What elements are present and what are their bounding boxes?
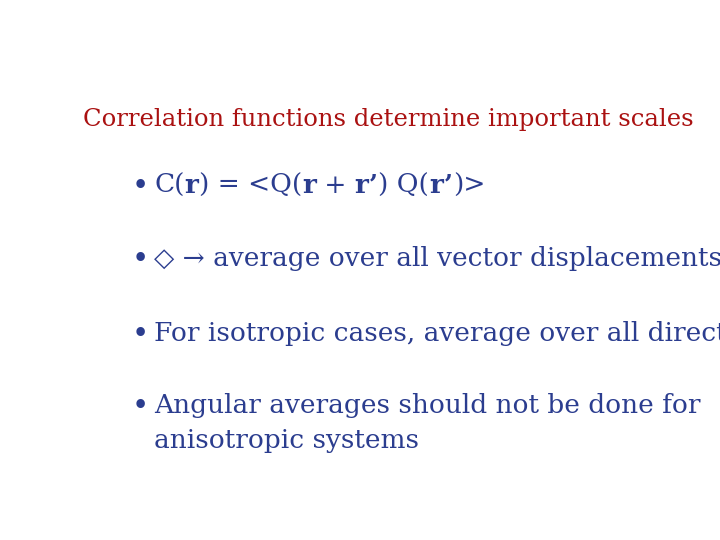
Text: ) Q(: ) Q( <box>379 173 429 198</box>
Text: C(: C( <box>154 173 184 198</box>
Text: r’: r’ <box>354 173 379 198</box>
Text: +: + <box>315 173 354 198</box>
Text: •: • <box>132 321 149 348</box>
Text: ) = <Q(: ) = <Q( <box>199 173 302 198</box>
Text: )>: )> <box>454 173 486 198</box>
Text: •: • <box>132 246 149 274</box>
Text: ◇ → average over all vector displacements: ◇ → average over all vector displacement… <box>154 246 720 271</box>
Text: Correlation functions determine important scales: Correlation functions determine importan… <box>84 109 694 131</box>
Text: •: • <box>132 393 149 421</box>
Text: r: r <box>184 173 199 198</box>
Text: Angular averages should not be done for
anisotropic systems: Angular averages should not be done for … <box>154 393 701 453</box>
Text: r: r <box>302 173 315 198</box>
Text: For isotropic cases, average over all directions in: For isotropic cases, average over all di… <box>154 321 720 346</box>
Text: r’: r’ <box>429 173 454 198</box>
Text: •: • <box>132 173 149 201</box>
